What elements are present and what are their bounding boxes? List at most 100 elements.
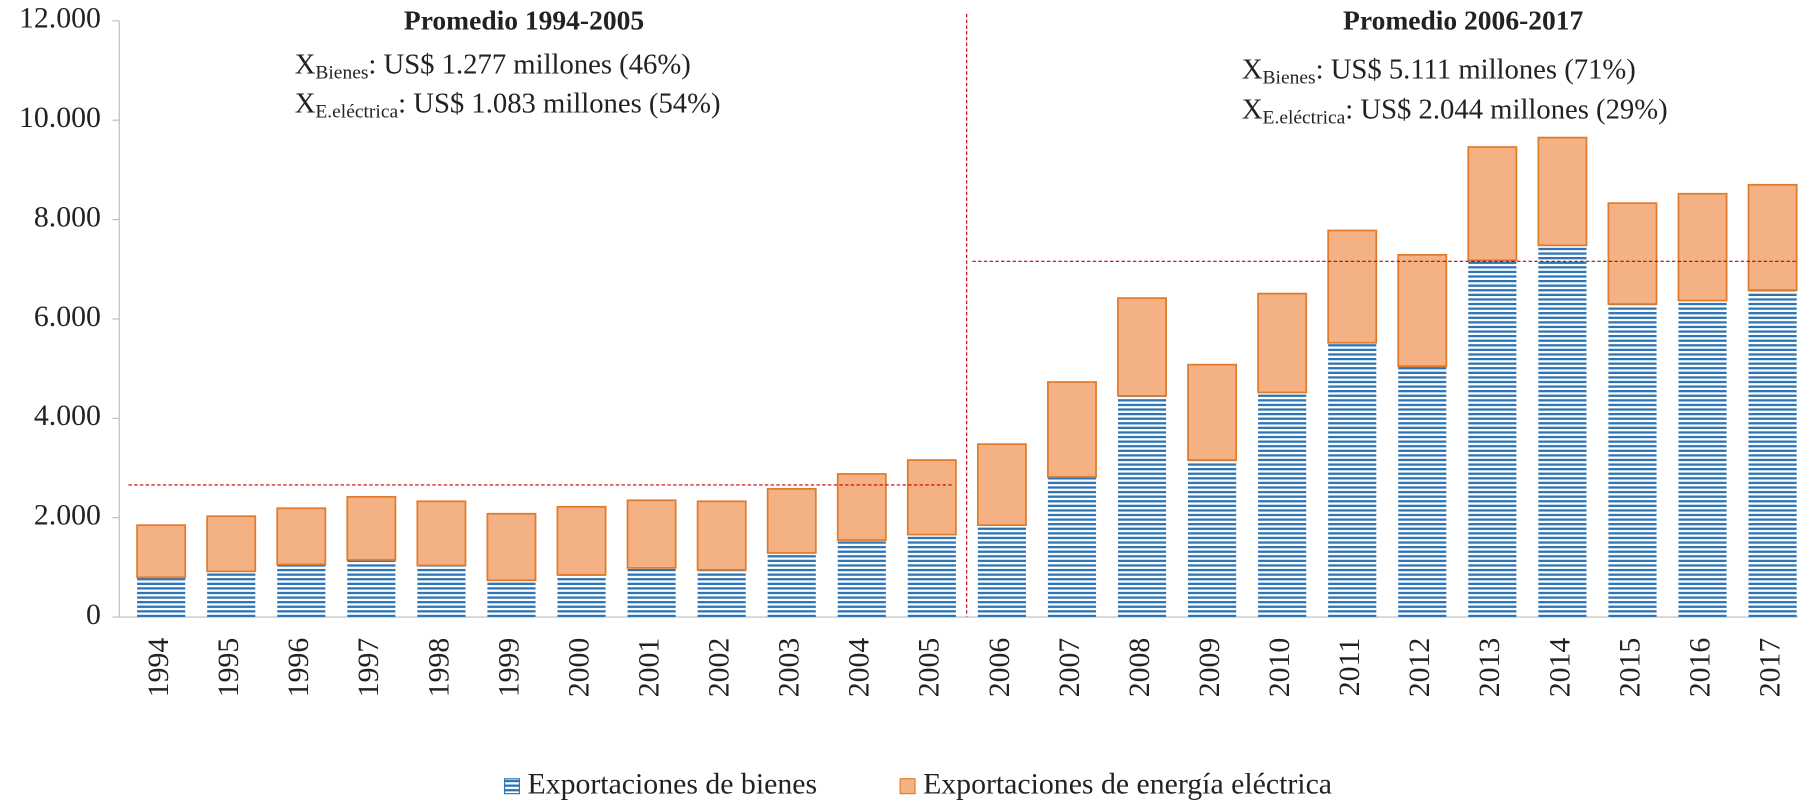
x-tick-label: 2012 (1403, 638, 1436, 698)
x-tick-label: 2000 (562, 638, 595, 698)
bar-segment (1608, 304, 1657, 618)
annotation-line: XE.eléctrica: US$ 2.044 millones (29%) (1242, 93, 1668, 129)
bar-segment (977, 525, 1026, 618)
bar-segment (1117, 297, 1167, 397)
bar-segment (487, 580, 536, 618)
bar-segment (1538, 245, 1587, 618)
x-tick-label: 1995 (212, 638, 245, 698)
annotation-text: : US$ 1.083 millones (54%) (398, 87, 720, 119)
bar-segment (697, 569, 746, 618)
bar-segment (1677, 192, 1728, 302)
bar-segment (136, 524, 187, 579)
bar-segment (906, 459, 957, 536)
bar-segment (276, 507, 327, 566)
annotation-text: : US$ 2.044 millones (29%) (1345, 93, 1667, 125)
annotation-line: XBienes: US$ 1.277 millones (46%) (295, 48, 691, 84)
annotation-title: Promedio 1994-2005 (404, 4, 644, 35)
bar-segment (556, 505, 607, 576)
y-tick-label: 8.000 (34, 200, 101, 233)
bar-segment (1748, 290, 1797, 618)
bar-segment (557, 574, 606, 618)
bar-segment (207, 571, 256, 618)
bar-segment (1747, 183, 1798, 291)
y-tick-label: 12.000 (19, 2, 101, 35)
annotation-symbol: X (1242, 93, 1263, 125)
bar-segment (137, 577, 186, 618)
x-tick-label: 1994 (142, 638, 175, 698)
x-tick-label: 2005 (913, 638, 946, 698)
bar-segment (1328, 342, 1377, 618)
bar-segment (1258, 392, 1307, 618)
bar-segment (1607, 202, 1658, 305)
x-tick-label: 2013 (1473, 638, 1506, 698)
bar-segment (627, 567, 676, 618)
x-tick-label: 2014 (1543, 638, 1576, 698)
annotation-symbol: X (295, 48, 316, 80)
annotation-subscript: Bienes (1263, 68, 1316, 89)
annotation-line: XBienes: US$ 5.111 millones (71%) (1242, 53, 1636, 89)
annotation-symbol: X (295, 87, 316, 119)
bar-segment (1397, 253, 1448, 368)
bar-segment (1537, 136, 1588, 247)
annotation-subscript: Bienes (315, 63, 368, 84)
bar-segment (1468, 260, 1517, 618)
bar-segment (836, 473, 887, 541)
x-tick-label: 2016 (1683, 638, 1716, 698)
bar-segment (1398, 366, 1447, 618)
annotation-title: Promedio 2006-2017 (1343, 4, 1583, 35)
bar-segment (1117, 395, 1167, 618)
annotation-subscript: E.eléctrica (315, 102, 398, 123)
y-tick-label: 10.000 (19, 101, 101, 134)
x-tick-label: 1997 (352, 638, 385, 698)
x-tick-label: 1996 (282, 638, 315, 698)
x-tick-label: 2003 (773, 638, 806, 698)
annotation-text: : US$ 5.111 millones (71%) (1316, 53, 1636, 85)
x-tick-label: 2004 (843, 638, 876, 698)
bar-segment (417, 565, 466, 618)
annotation-line: XE.eléctrica: US$ 1.083 millones (54%) (295, 87, 721, 123)
annotation-symbol: X (1242, 53, 1263, 85)
bar-segment (206, 515, 257, 573)
legend-label: Exportaciones de energía eléctrica (923, 768, 1332, 801)
bar-segment (696, 500, 747, 571)
bar-segment (837, 540, 886, 618)
bar-segment (346, 495, 397, 561)
bar-segment (766, 488, 817, 554)
x-tick-label: 1999 (492, 638, 525, 698)
bar-segment (1257, 292, 1308, 394)
x-tick-label: 1998 (422, 638, 455, 698)
x-tick-label: 2011 (1333, 638, 1366, 696)
x-tick-label: 2008 (1123, 638, 1156, 698)
bar-segment (277, 564, 326, 618)
y-tick-label: 4.000 (34, 399, 101, 432)
bar-segment (1047, 381, 1097, 478)
bar-segment (1467, 146, 1518, 262)
bar-segment (1187, 363, 1238, 461)
annotation-subscript: E.eléctrica (1263, 108, 1346, 129)
bar-segment (1327, 229, 1378, 344)
legend-swatch (899, 778, 916, 795)
x-tick-label: 2009 (1193, 638, 1226, 698)
x-tick-label: 2015 (1613, 638, 1646, 698)
y-tick-label: 0 (86, 598, 101, 631)
bar-segment (626, 499, 677, 569)
bar-segment (1188, 460, 1237, 618)
bar-segment (347, 559, 396, 618)
y-tick-label: 6.000 (34, 300, 101, 333)
bar-segment (416, 500, 467, 567)
annotation-text: : US$ 1.277 millones (46%) (368, 48, 690, 80)
x-tick-label: 2010 (1263, 638, 1296, 698)
bar-segment (486, 512, 537, 582)
bar-segment (976, 443, 1027, 527)
x-tick-label: 2006 (983, 638, 1016, 698)
bar-segment (1678, 300, 1727, 618)
x-tick-label: 2017 (1753, 638, 1786, 698)
bar-segment (907, 534, 956, 618)
bar-segment (767, 552, 816, 618)
y-tick-label: 2.000 (34, 499, 101, 532)
legend-label: Exportaciones de bienes (527, 768, 817, 801)
legend-swatch (503, 778, 521, 795)
bar-segment (1047, 476, 1097, 618)
x-tick-label: 2001 (632, 638, 665, 698)
